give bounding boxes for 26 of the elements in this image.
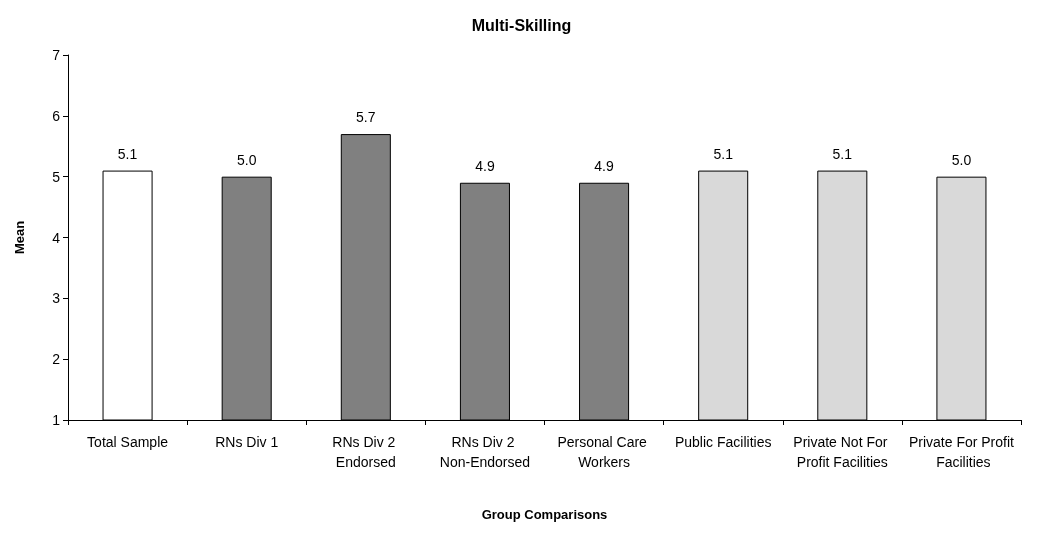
- y-tick-label: 1: [52, 412, 61, 428]
- x-tick-label: RNs Div 2 Endorsed: [332, 434, 400, 470]
- x-tick-label: Private For Profit Facilities: [908, 434, 1015, 470]
- data-label: 5.0: [951, 151, 972, 168]
- data-label: 5.7: [356, 109, 376, 126]
- y-tick-label: 5: [52, 168, 61, 185]
- data-label: 5.1: [832, 145, 853, 162]
- x-tick-label: RNs Div 2 Non-Endorsed: [439, 434, 531, 470]
- x-tick-label: RNs Div 1: [215, 434, 279, 450]
- chart-title: Multi-Skilling: [471, 16, 572, 34]
- y-tick-label: 7: [52, 47, 61, 63]
- data-label: 4.9: [594, 157, 614, 174]
- x-tick-label: Private Not For Profit Facilities: [793, 434, 892, 470]
- y-tick-label: 3: [52, 290, 61, 307]
- x-tick-label: Total Sample: [87, 434, 169, 450]
- y-tick-label: 6: [52, 107, 61, 124]
- data-label: 4.9: [475, 157, 495, 174]
- data-label: 5.0: [236, 151, 257, 168]
- data-label: 5.1: [713, 145, 734, 162]
- x-axis-title: Group Comparisons: [481, 507, 608, 522]
- x-tick-label: Personal Care Workers: [557, 434, 651, 470]
- y-tick-label: 2: [52, 351, 61, 368]
- y-axis-title: Mean: [12, 220, 27, 255]
- x-tick-label: Public Facilities: [674, 434, 772, 450]
- data-label: 5.1: [117, 145, 138, 162]
- y-tick-label: 4: [52, 229, 61, 246]
